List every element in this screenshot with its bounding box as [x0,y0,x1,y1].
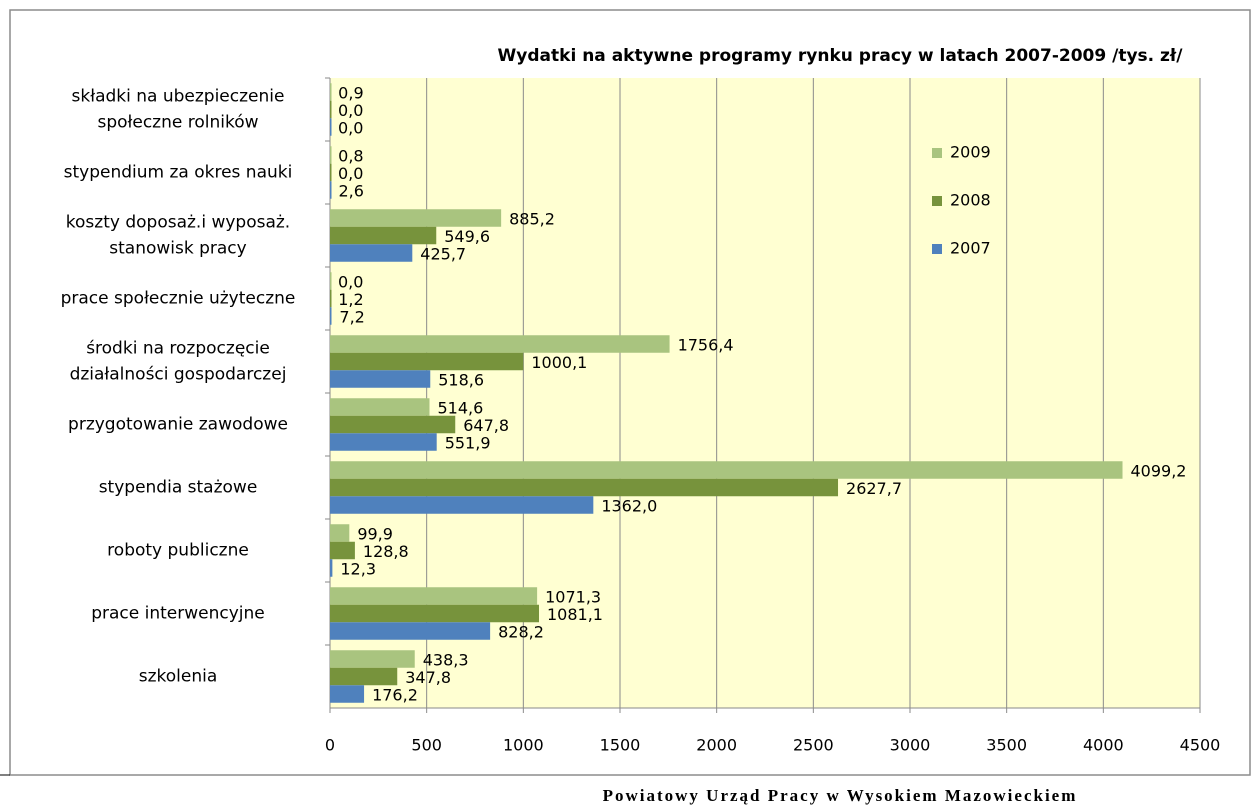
data-label: 438,3 [423,651,469,670]
bar [330,685,365,703]
bar [330,226,437,245]
x-tick-label: 4000 [1083,736,1124,755]
category-label: środki na rozpoczęcie [86,339,270,359]
data-label: 128,8 [363,542,409,561]
bar [330,146,332,164]
category-label: roboty publiczne [107,541,249,561]
bar [330,118,332,136]
x-tick-label: 3000 [890,736,931,755]
data-label: 1081,1 [547,605,603,624]
bar [330,622,491,640]
bar [330,461,1123,479]
bar [330,524,350,542]
legend-label: 2007 [950,239,991,258]
category-label: stypendia stażowe [99,478,258,498]
bar [330,398,430,416]
category-label: koszty doposaż.i wyposaż. [66,213,290,233]
bar [330,335,670,353]
x-tick-label: 2500 [793,736,834,755]
data-label: 7,2 [339,308,364,327]
data-label: 518,6 [438,371,484,390]
bar [330,433,437,451]
category-label: przygotowanie zawodowe [68,415,288,435]
bar [330,496,594,514]
x-tick-label: 2000 [696,736,737,755]
data-label: 0,9 [338,84,363,103]
data-label: 1000,1 [531,353,587,372]
legend-swatch [932,148,942,158]
bar [330,83,332,101]
bar [330,415,456,434]
bar [330,604,540,623]
data-label: 0,8 [338,147,363,166]
bar [330,272,332,290]
data-label: 99,9 [357,525,393,544]
data-label: 514,6 [437,399,483,418]
x-tick-label: 1000 [503,736,544,755]
category-label: społeczne rolników [97,113,258,133]
bar [330,478,839,497]
data-label: 1,2 [338,290,363,309]
category-label: stypendium za okres nauki [64,163,293,183]
category-label: prace interwencyjne [91,604,265,624]
bar [330,667,398,686]
data-label: 2627,7 [846,479,902,498]
bar [330,352,524,371]
bar [330,559,333,577]
data-label: 1756,4 [678,336,734,355]
data-label: 0,0 [338,273,363,292]
data-label: 12,3 [340,560,376,579]
data-label: 2,6 [339,182,364,201]
bar [330,541,355,560]
data-label: 0,0 [338,101,363,120]
legend-label: 2009 [950,143,991,162]
bar [330,163,332,182]
category-label: składki na ubezpieczenie [72,87,285,107]
category-label: stanowisk pracy [109,239,246,259]
bar [330,181,332,199]
data-label: 885,2 [509,210,555,229]
legend-label: 2008 [950,191,991,210]
data-label: 0,0 [338,119,363,138]
footer: Powiatowy Urząd Pracy w Wysokiem Mazowie… [603,786,1078,805]
bar [330,100,332,119]
legend-swatch [932,244,942,254]
category-label: prace społecznie użyteczne [61,289,296,309]
bar [330,289,332,308]
data-label: 828,2 [498,623,544,642]
category-label: działalności gospodarczej [70,365,287,385]
x-tick-label: 500 [411,736,442,755]
category-label: szkolenia [139,667,218,687]
data-label: 347,8 [405,668,451,687]
data-label: 176,2 [372,686,418,705]
data-label: 551,9 [445,434,491,453]
bar [330,370,431,388]
x-tick-label: 3500 [986,736,1027,755]
x-tick-label: 4500 [1180,736,1221,755]
data-label: 1362,0 [601,497,657,516]
data-label: 1071,3 [545,588,601,607]
data-label: 549,6 [444,227,490,246]
data-label: 4099,2 [1131,462,1187,481]
data-label: 0,0 [338,164,363,183]
bar [330,650,415,668]
bar [330,587,538,605]
x-tick-label: 1500 [600,736,641,755]
data-label: 647,8 [463,416,509,435]
x-tick-label: 0 [325,736,335,755]
bar [330,209,502,227]
legend-swatch [932,196,942,206]
chart-title: Wydatki na aktywne programy rynku pracy … [498,46,1184,66]
bar [330,244,413,262]
data-label: 425,7 [420,245,466,264]
bar [330,307,332,325]
